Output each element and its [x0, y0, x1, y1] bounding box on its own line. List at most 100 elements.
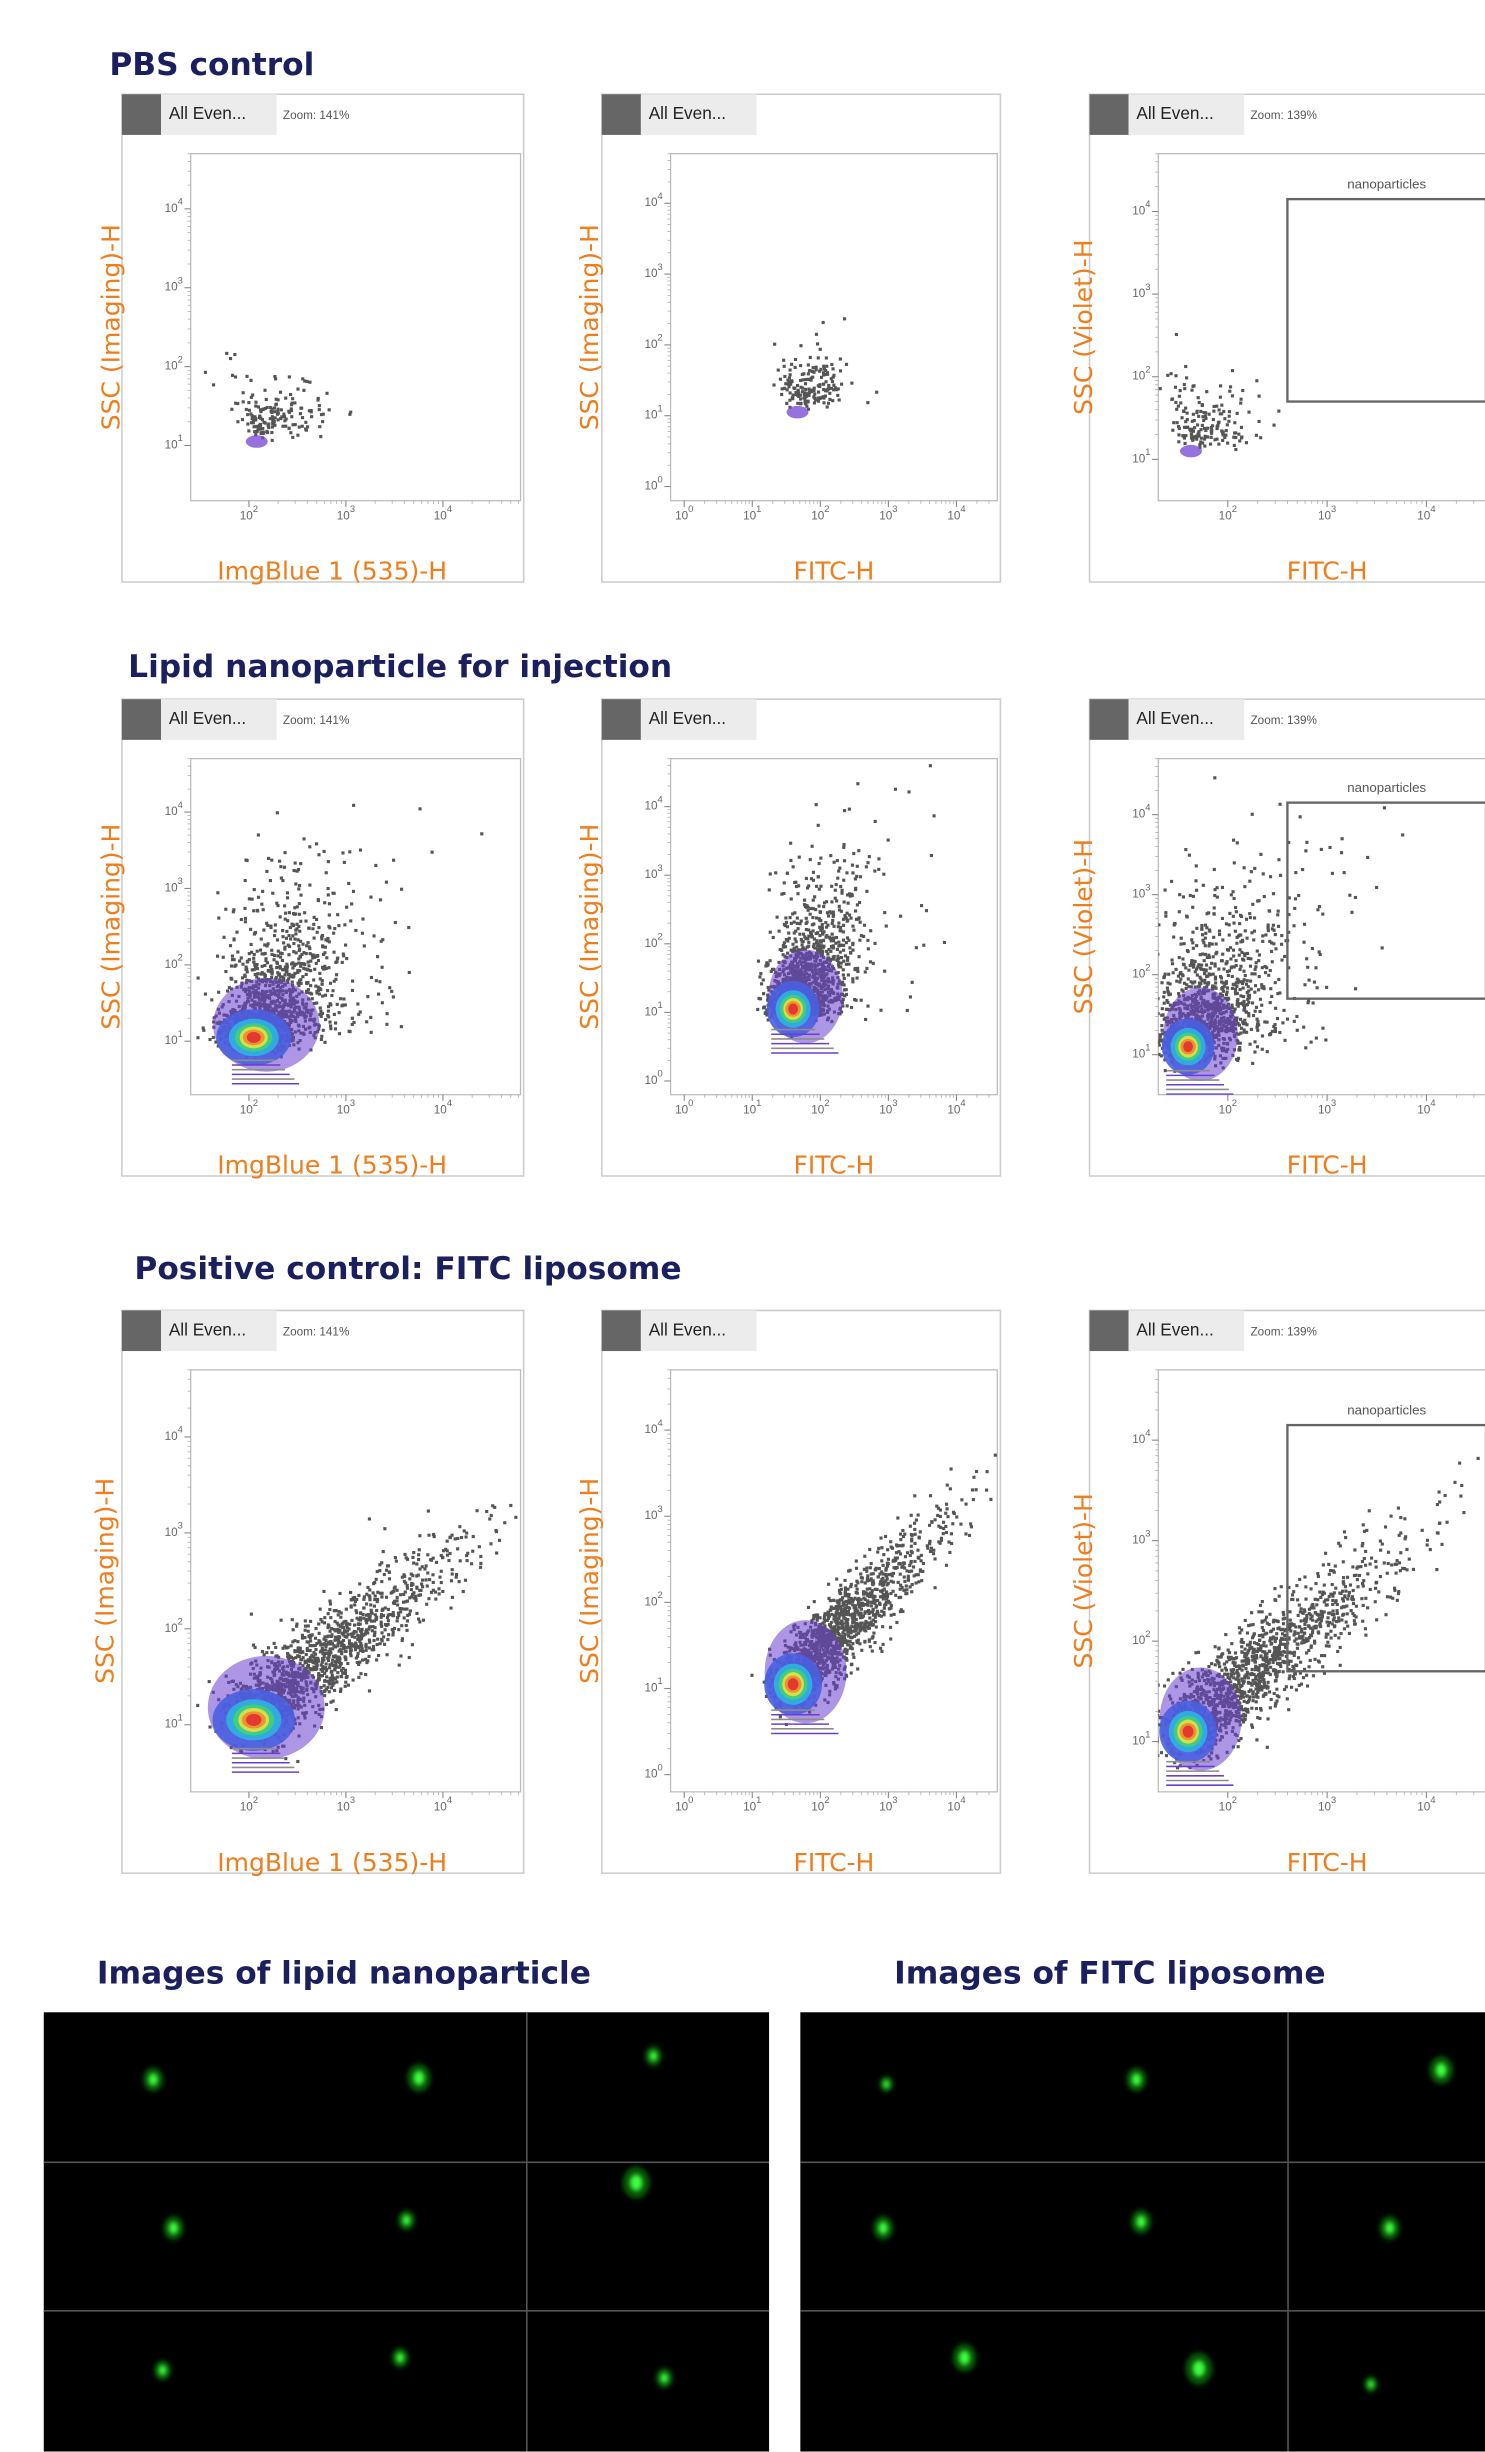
- event-dot: [225, 352, 228, 355]
- tick-base: 10: [1318, 1103, 1332, 1116]
- event-dot: [879, 1009, 882, 1012]
- event-dot: [204, 371, 207, 374]
- event-dot: [818, 385, 821, 388]
- event-dot: [845, 941, 848, 944]
- event-dot: [285, 418, 288, 421]
- event-dot: [867, 947, 870, 950]
- event-dot: [299, 862, 302, 865]
- event-dot: [1159, 1035, 1162, 1038]
- tick-base: 10: [879, 509, 893, 522]
- event-dot: [252, 957, 255, 960]
- event-dot: [851, 871, 854, 874]
- event-dot: [801, 390, 804, 393]
- event-dot: [1308, 979, 1311, 982]
- event-dot: [911, 981, 914, 984]
- event-dot: [1251, 1001, 1254, 1004]
- event-dot: [1267, 974, 1270, 977]
- tick-base: 10: [1132, 808, 1146, 821]
- event-dot: [1232, 954, 1235, 957]
- event-dot: [842, 960, 845, 963]
- event-dot: [261, 971, 264, 974]
- event-dot: [822, 396, 825, 399]
- event-dot: [812, 371, 815, 374]
- event-dot: [834, 889, 837, 892]
- event-dot: [1264, 965, 1267, 968]
- event-dot: [815, 932, 818, 935]
- event-dot: [1191, 931, 1194, 934]
- event-dot: [804, 382, 807, 385]
- event-dot: [842, 879, 845, 882]
- event-dot: [288, 375, 291, 378]
- event-dot: [231, 955, 234, 958]
- tick-exponent: 2: [658, 932, 663, 942]
- event-dot: [328, 913, 331, 916]
- event-dot: [1304, 849, 1307, 852]
- event-dot: [1247, 1001, 1250, 1004]
- event-dot: [275, 966, 278, 969]
- tick-base: 10: [1417, 1103, 1431, 1116]
- event-dot: [1186, 949, 1189, 952]
- x-tick-label: 103: [1318, 1099, 1336, 1117]
- event-dot: [786, 952, 789, 955]
- event-dot: [837, 387, 840, 390]
- event-dot: [1238, 954, 1241, 957]
- event-dot: [250, 943, 253, 946]
- event-dot: [1281, 1021, 1284, 1024]
- event-dot: [337, 924, 340, 927]
- event-dot: [257, 833, 260, 836]
- event-dot: [202, 1026, 205, 1029]
- event-dot: [1228, 410, 1231, 413]
- event-dot: [1255, 1026, 1258, 1029]
- tick-base: 10: [645, 1005, 659, 1018]
- event-dot: [236, 420, 239, 423]
- event-dot: [1208, 928, 1211, 931]
- event-dot: [762, 992, 765, 995]
- event-dot: [276, 410, 279, 413]
- event-dot: [251, 898, 254, 901]
- event-dot: [374, 864, 377, 867]
- tick-exponent: 4: [658, 191, 663, 201]
- event-dot: [1262, 985, 1265, 988]
- event-dot: [757, 960, 760, 963]
- event-dot: [352, 890, 355, 893]
- tick-base: 10: [811, 509, 825, 522]
- event-dot: [852, 929, 855, 932]
- event-dot: [1183, 383, 1186, 386]
- event-dot: [197, 976, 200, 979]
- y-tick-label: 101: [645, 404, 663, 422]
- plot-panel: All Even...Zoom: 139%1021031041011021031…: [1069, 699, 1485, 1179]
- event-dot: [826, 389, 829, 392]
- plot-panel: All Even...Zoom: 141%1021031041011021031…: [97, 646, 524, 1180]
- event-dot: [1211, 984, 1214, 987]
- plot-area: [1158, 154, 1485, 501]
- event-dot: [251, 393, 254, 396]
- event-dot: [1354, 987, 1357, 990]
- plot-panel: All Even...Zoom: 141%1021031041011021031…: [97, 94, 524, 585]
- event-dot: [1270, 941, 1273, 944]
- event-dot: [376, 955, 379, 958]
- event-dot: [1205, 390, 1208, 393]
- event-dot: [785, 402, 788, 405]
- event-dot: [1305, 841, 1308, 844]
- zoom-label: Zoom: 141%: [283, 109, 349, 122]
- event-dot: [1212, 955, 1215, 958]
- event-dot: [308, 381, 311, 384]
- event-dot: [848, 946, 851, 949]
- event-dot: [838, 908, 841, 911]
- event-dot: [865, 890, 868, 893]
- event-dot: [1167, 973, 1170, 976]
- event-dot: [262, 928, 265, 931]
- event-dot: [805, 395, 808, 398]
- event-dot: [279, 956, 282, 959]
- event-dot: [1238, 922, 1241, 925]
- event-dot: [1184, 848, 1187, 851]
- event-dot: [1189, 894, 1192, 897]
- event-dot: [294, 929, 297, 932]
- event-dot: [287, 944, 290, 947]
- event-dot: [796, 922, 799, 925]
- event-dot: [801, 387, 804, 390]
- event-dot: [329, 1027, 332, 1030]
- event-dot: [1209, 443, 1212, 446]
- event-dot: [338, 1032, 341, 1035]
- event-dot: [212, 1036, 215, 1039]
